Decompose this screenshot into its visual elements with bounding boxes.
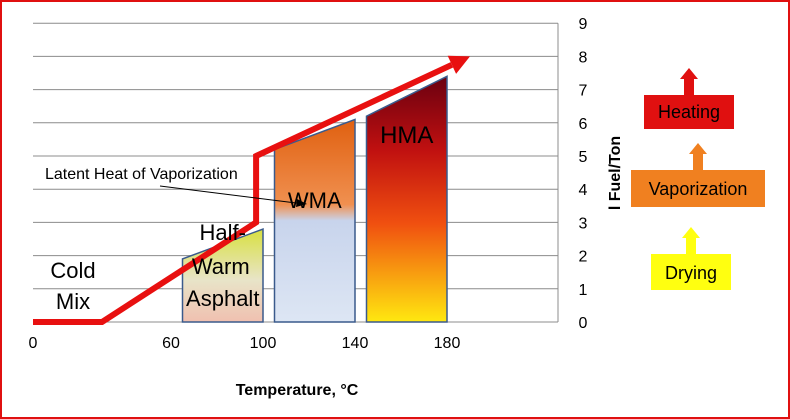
wma-region — [273, 118, 356, 323]
vaporization-stage-arrow-shaft — [693, 153, 703, 170]
process-stages: Heating Vaporization Drying — [631, 68, 765, 290]
x-axis-label: Temperature, °C — [236, 382, 359, 399]
half-warm-asphalt-region — [181, 227, 264, 323]
x-tick-label: 180 — [434, 335, 461, 352]
labels: Cold Mix Latent Heat of Vaporization Tem… — [45, 122, 624, 399]
x-tick-label: 60 — [162, 335, 180, 352]
hma-region — [365, 75, 448, 323]
heating-stage-box — [644, 95, 734, 129]
y-tick-labels: 0 1 2 3 4 5 6 7 8 9 — [579, 16, 588, 332]
annotation-pointer-head — [296, 199, 307, 207]
cold-mix-label-line1: Cold — [50, 258, 95, 283]
energy-path-line — [33, 62, 454, 325]
vaporization-stage-label: Vaporization — [649, 179, 748, 199]
half-warm-asphalt-label: Half- — [200, 220, 246, 245]
heating-stage-arrow-shaft — [684, 78, 694, 95]
y-axis-label: l Fuel/Ton — [607, 136, 624, 210]
drying-stage-box — [651, 254, 731, 290]
x-tick-label: 100 — [250, 335, 277, 352]
x-tick-labels: 0 60 100 140 180 — [29, 335, 461, 352]
half-warm-asphalt-label: Warm — [192, 254, 250, 279]
half-warm-asphalt-label: Asphalt — [186, 286, 259, 311]
regions — [181, 75, 448, 323]
y-tick-label: 1 — [579, 282, 588, 299]
x-tick-label: 140 — [342, 335, 369, 352]
annotation-pointer — [159, 185, 305, 205]
y-tick-label: 6 — [579, 116, 588, 133]
y-tick-label: 2 — [579, 249, 588, 266]
energy-path-arrowhead — [447, 55, 470, 74]
y-tick-label: 8 — [579, 49, 588, 66]
y-tick-label: 0 — [579, 315, 588, 332]
y-tick-label: 9 — [579, 16, 588, 33]
y-tick-label: 5 — [579, 149, 588, 166]
drying-stage-arrow-head — [682, 227, 700, 238]
y-tick-label: 3 — [579, 215, 588, 232]
heating-stage-label: Heating — [658, 102, 720, 122]
vaporization-stage-box — [631, 170, 765, 207]
energy-arrow — [33, 55, 470, 325]
cold-mix-label-line2: Mix — [56, 289, 90, 314]
wma-label: WMA — [288, 188, 342, 213]
grid-lines — [33, 22, 559, 323]
drying-stage-arrow-shaft — [686, 237, 696, 254]
drying-stage-label: Drying — [665, 263, 717, 283]
y-tick-label: 7 — [579, 83, 588, 100]
y-tick-label: 4 — [579, 182, 588, 199]
x-tick-label: 0 — [29, 335, 38, 352]
latent-heat-annotation: Latent Heat of Vaporization — [45, 166, 238, 183]
vaporization-stage-arrow-head — [689, 143, 707, 154]
hma-label: HMA — [380, 122, 433, 149]
heating-stage-arrow-head — [680, 68, 698, 79]
